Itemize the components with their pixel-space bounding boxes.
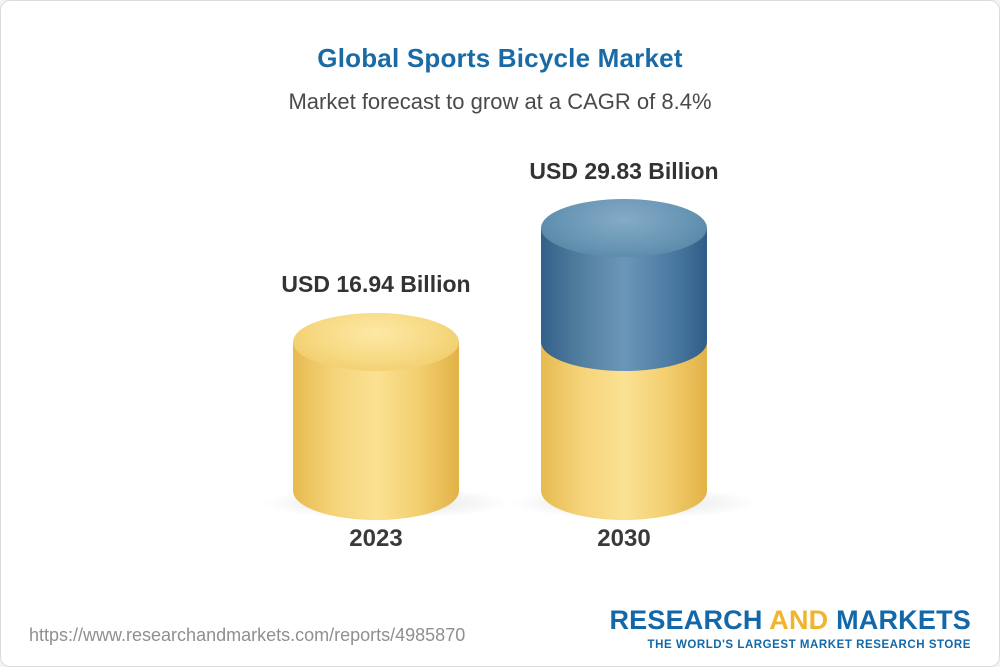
cylinder-2030-base-body <box>541 341 707 520</box>
logo-word-and: AND <box>769 604 829 635</box>
value-label-2030: USD 29.83 Billion <box>529 157 719 184</box>
value-label-2023: USD 16.94 Billion <box>281 271 471 298</box>
category-label-2023: 2023 <box>349 525 403 552</box>
chart-title: Global Sports Bicycle Market <box>317 43 683 73</box>
category-label-2030: 2030 <box>597 525 651 552</box>
cylinder-2023-top-cap <box>293 312 459 371</box>
report-url-link[interactable]: https://www.researchandmarkets.com/repor… <box>29 625 466 645</box>
chart-subtitle: Market forecast to grow at a CAGR of 8.4… <box>288 89 712 114</box>
logo-word-research: RESEARCH <box>609 604 763 635</box>
logo-wordmark: RESEARCH AND MARKETS <box>609 604 971 636</box>
cylinder-2023-body <box>293 341 459 520</box>
research-and-markets-logo: RESEARCH AND MARKETS THE WORLD'S LARGEST… <box>609 604 971 652</box>
logo-word-markets: MARKETS <box>836 604 971 635</box>
cylinder-2030-top-cap <box>541 199 707 258</box>
logo-tagline: THE WORLD'S LARGEST MARKET RESEARCH STOR… <box>647 639 971 652</box>
